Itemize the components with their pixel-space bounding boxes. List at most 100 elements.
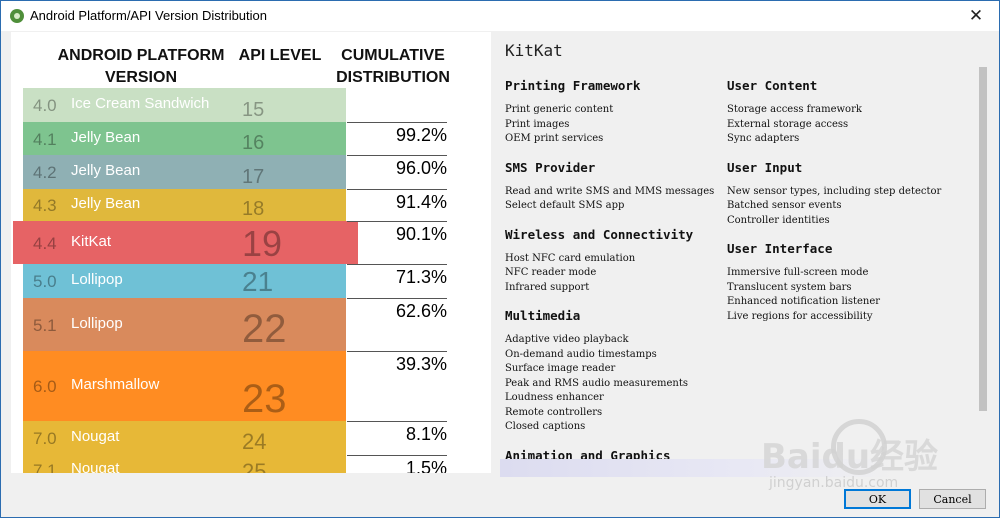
version-row-6-0[interactable]: 6.0 Marshmallow 23: [23, 351, 346, 421]
version-row-4-2[interactable]: 4.2 Jelly Bean 17: [23, 155, 346, 189]
watermark-url: jingyan.baidu.com: [769, 475, 899, 491]
version-number: 7.1: [33, 461, 57, 473]
section-heading: User Interface: [727, 241, 833, 256]
api-level: 22: [242, 307, 287, 351]
distribution-chart: ANDROID PLATFORM VERSION API LEVEL CUMULA…: [11, 32, 491, 473]
detail-title: KitKat: [505, 41, 563, 60]
platform-version-header: ANDROID PLATFORM VERSION: [57, 47, 225, 86]
feature-item: Live regions for accessibility: [727, 310, 873, 322]
row-divider: [347, 455, 447, 456]
version-number: 4.1: [33, 129, 57, 149]
feature-item: Host NFC card emulation: [505, 252, 636, 264]
version-row-4-0[interactable]: 4.0 Ice Cream Sandwich 15: [23, 88, 346, 122]
version-number: 4.0: [33, 96, 57, 115]
cumulative-distribution-header: CUMULATIVE DISTRIBUTION: [336, 47, 450, 86]
cumulative-value: 90.1%: [395, 224, 447, 244]
cumulative-value: 1.5%: [405, 458, 447, 473]
cancel-button[interactable]: Cancel: [919, 489, 986, 509]
feature-item: On-demand audio timestamps: [505, 348, 657, 360]
row-divider: [347, 421, 447, 422]
feature-item: Select default SMS app: [505, 200, 625, 211]
version-name: Lollipop: [71, 271, 123, 288]
feature-item: Surface image reader: [505, 363, 616, 374]
row-divider: [347, 189, 447, 190]
version-row-4-1[interactable]: 4.1 Jelly Bean 16: [23, 122, 346, 155]
api-level: 23: [242, 377, 287, 421]
version-number: 4.2: [33, 163, 57, 182]
feature-item: Print generic content: [505, 104, 614, 115]
feature-item: Closed captions: [505, 421, 586, 432]
api-level: 25: [242, 459, 267, 474]
close-button[interactable]: ✕: [968, 6, 984, 25]
version-name: Marshmallow: [71, 376, 160, 393]
api-level-header: API LEVEL: [238, 47, 322, 64]
cumulative-value: 8.1%: [405, 424, 447, 444]
version-row-7-1[interactable]: 7.1 Nougat 25: [23, 455, 346, 473]
feature-item: Print images: [505, 118, 570, 130]
feature-item: Immersive full-screen mode: [727, 267, 869, 278]
version-row-7-0[interactable]: 7.0 Nougat 24: [23, 421, 346, 455]
api-level: 16: [242, 132, 265, 154]
row-divider: [347, 155, 447, 156]
version-name: Jelly Bean: [71, 128, 141, 146]
version-number: 4.3: [33, 196, 57, 215]
row-divider: [347, 122, 447, 123]
section-heading: Animation and Graphics: [505, 447, 671, 463]
window-title: Android Platform/API Version Distributio…: [30, 8, 267, 23]
section-heading: User Content: [727, 78, 818, 93]
api-level: 15: [242, 99, 265, 121]
feature-item: Read and write SMS and MMS messages: [505, 185, 715, 197]
section-heading: Printing Framework: [505, 78, 641, 93]
version-name: Jelly Bean: [71, 162, 141, 179]
cumulative-value: 96.0%: [395, 158, 447, 178]
ok-button[interactable]: OK: [844, 489, 911, 509]
feature-item: Peak and RMS audio measurements: [505, 377, 689, 389]
version-name: Jelly Bean: [71, 195, 141, 212]
feature-item: New sensor types, including step detecto…: [727, 185, 942, 197]
row-divider: [347, 351, 447, 352]
api-level: 18: [242, 198, 265, 220]
cumulative-value: 62.6%: [395, 301, 447, 321]
section-heading: User Input: [727, 159, 803, 175]
section-heading: SMS Provider: [505, 159, 596, 175]
version-number: 5.0: [33, 272, 57, 291]
feature-item: Infrared support: [505, 281, 590, 293]
version-row-4-4[interactable]: 4.4 KitKat 19: [13, 221, 358, 264]
feature-item: NFC reader mode: [505, 267, 597, 278]
cumulative-value: 99.2%: [395, 125, 447, 145]
row-divider: [347, 298, 447, 299]
feature-item: Controller identities: [727, 214, 830, 226]
api-level: 17: [242, 166, 265, 188]
watermark-paw-icon: [831, 419, 887, 475]
version-name: Nougat: [71, 428, 120, 445]
version-name: Nougat: [71, 460, 120, 473]
cumulative-value: 91.4%: [395, 192, 447, 212]
row-divider: [347, 221, 447, 222]
feature-item: Sync adapters: [727, 133, 800, 144]
version-row-4-3[interactable]: 4.3 Jelly Bean 18: [23, 189, 346, 221]
vertical-scrollbar[interactable]: [979, 67, 987, 411]
feature-item: Translucent system bars: [727, 281, 852, 293]
feature-item: Remote controllers: [505, 406, 603, 418]
version-number: 6.0: [33, 377, 57, 396]
feature-item: Adaptive video playback: [505, 334, 629, 345]
section-heading: Multimedia: [505, 308, 581, 323]
cumulative-value: 39.3%: [395, 354, 447, 374]
horizontal-scrollbar[interactable]: [500, 459, 900, 477]
version-row-5-0[interactable]: 5.0 Lollipop 21: [23, 264, 346, 298]
version-name: KitKat: [71, 232, 112, 250]
title-bar: Android Platform/API Version Distributio…: [1, 1, 999, 31]
api-level: 21: [242, 266, 274, 297]
cumulative-value: 71.3%: [395, 267, 447, 287]
version-number: 7.0: [33, 429, 57, 448]
feature-item: External storage access: [727, 118, 849, 130]
row-divider: [347, 264, 447, 265]
feature-item: OEM print services: [505, 133, 604, 144]
version-name: Lollipop: [71, 314, 123, 332]
feature-item: Storage access framework: [727, 104, 862, 115]
feature-item: Batched sensor events: [727, 200, 842, 211]
version-number: 4.4: [33, 233, 57, 253]
version-row-5-1[interactable]: 5.1 Lollipop 22: [23, 298, 346, 351]
section-heading: Wireless and Connectivity: [505, 226, 694, 242]
